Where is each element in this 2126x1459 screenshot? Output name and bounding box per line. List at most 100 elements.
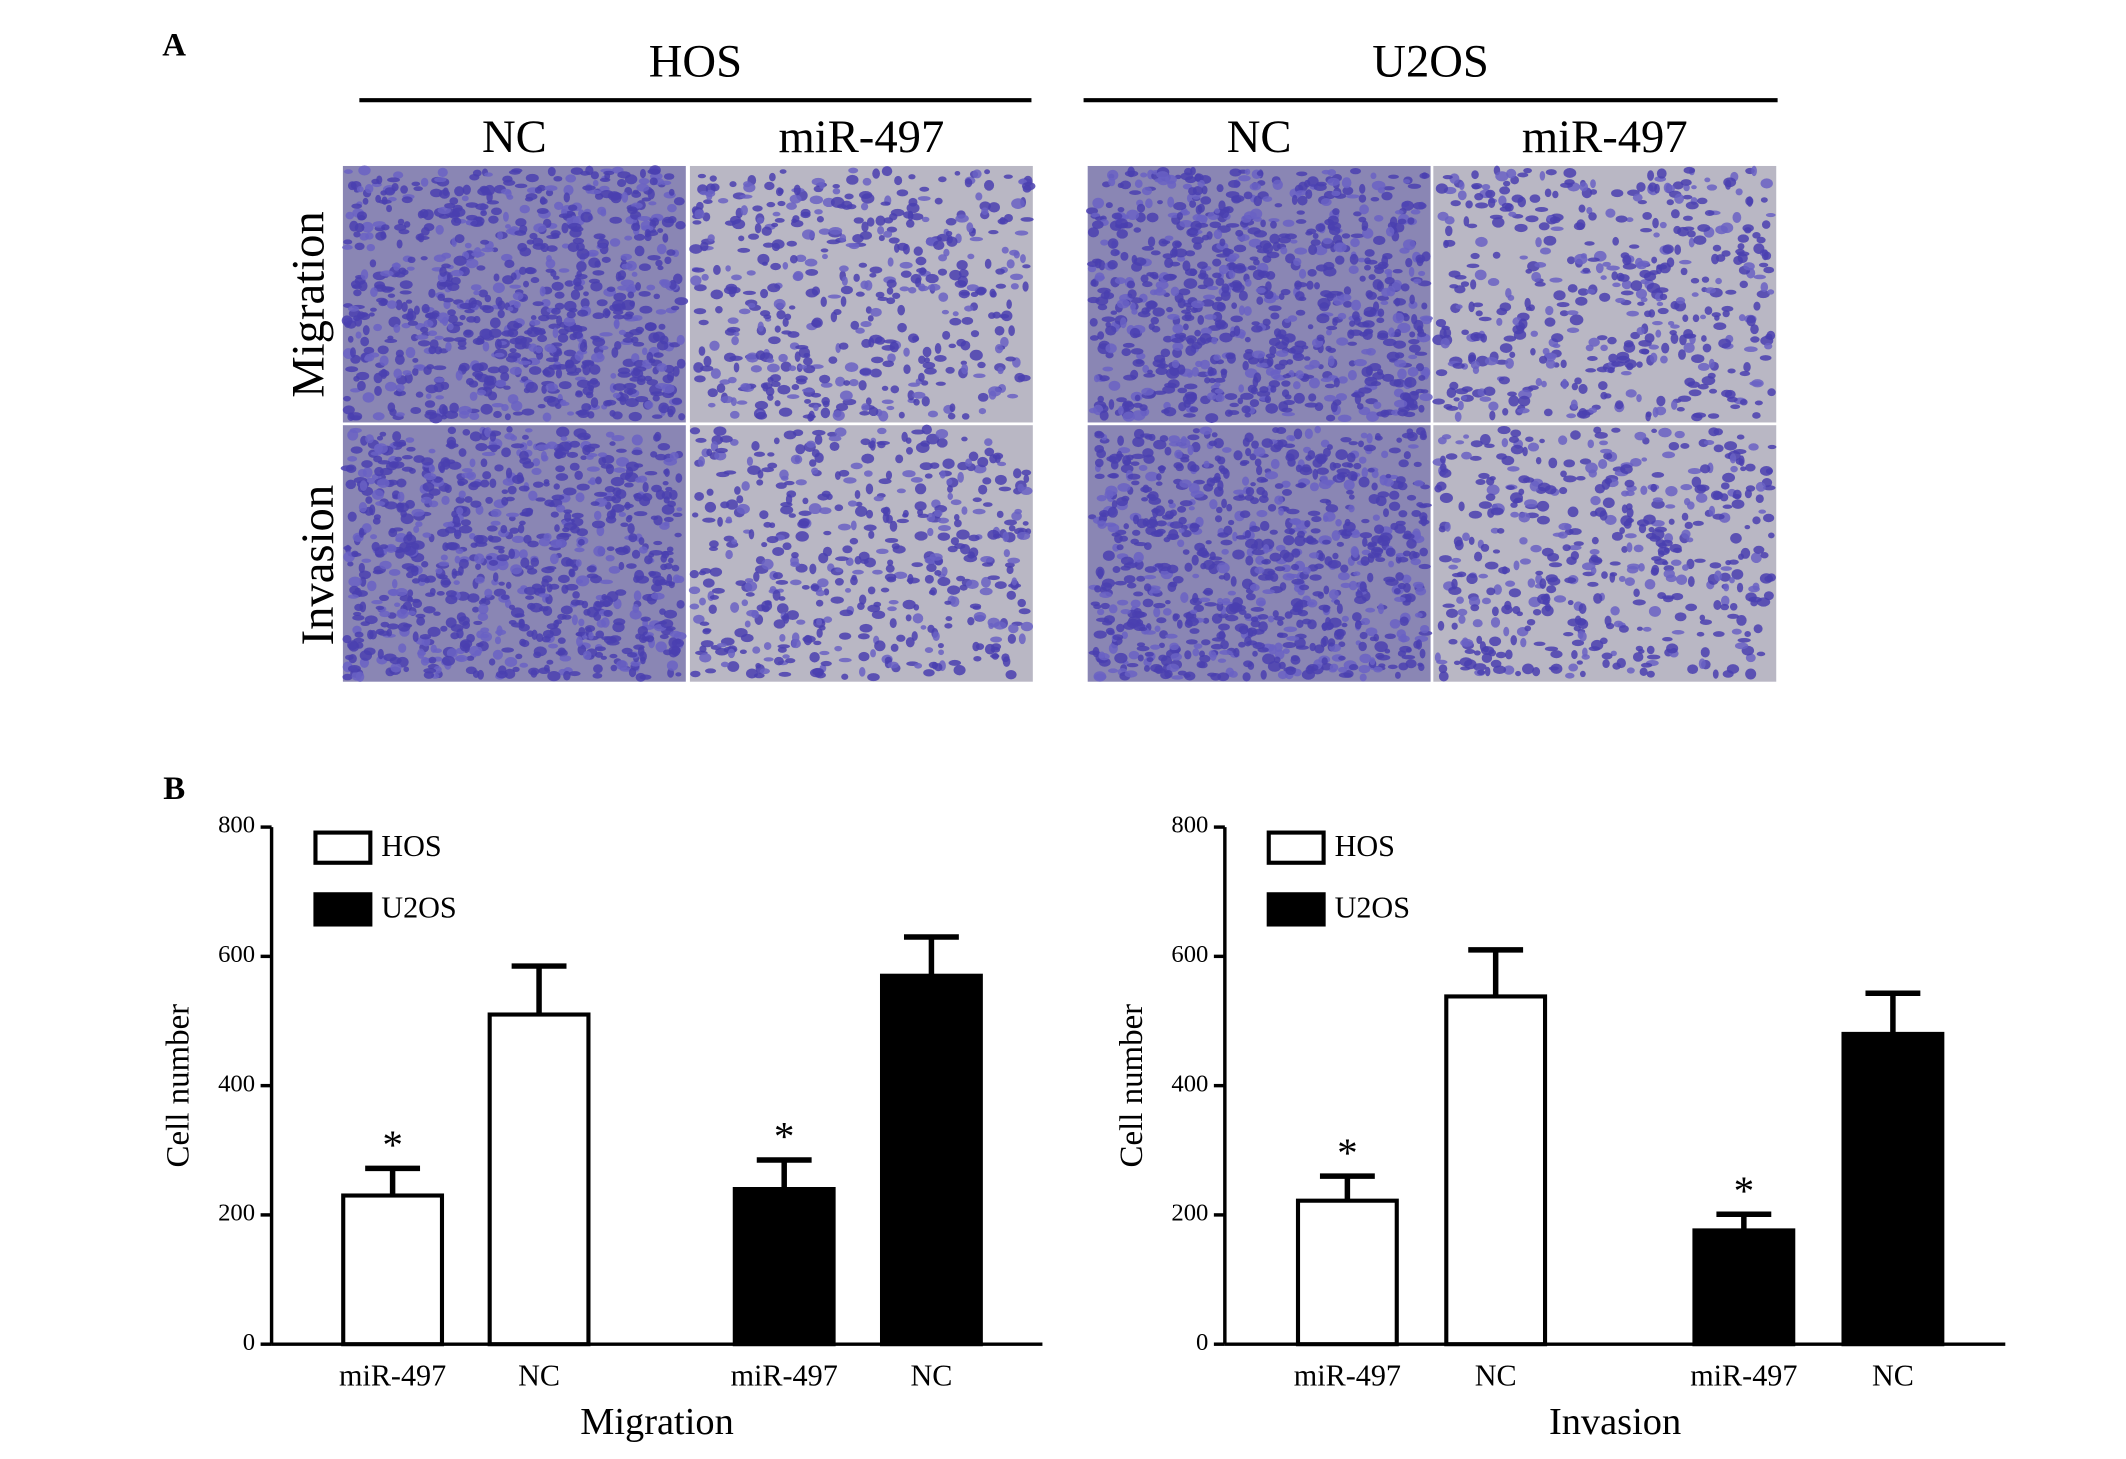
cell (549, 553, 559, 565)
cell (1353, 359, 1367, 367)
cell (844, 362, 859, 373)
cell (1167, 581, 1177, 592)
cell (441, 252, 452, 259)
cell (379, 431, 387, 437)
cell (704, 668, 717, 674)
cell (1176, 619, 1183, 629)
cell (1199, 650, 1205, 658)
cell (1692, 314, 1700, 323)
cell (1116, 229, 1128, 239)
cell (448, 211, 460, 219)
cell (1267, 615, 1275, 623)
cell (809, 195, 824, 205)
cell (407, 589, 414, 597)
cell (1725, 289, 1737, 295)
cell (1543, 235, 1557, 246)
cell (775, 580, 789, 585)
cell (592, 337, 606, 347)
cell (1245, 279, 1252, 287)
cell (1203, 277, 1214, 288)
cell (1153, 439, 1167, 450)
cell (1358, 664, 1371, 674)
cell (789, 254, 798, 264)
cell (973, 611, 987, 622)
cell (1107, 523, 1120, 533)
cell (1435, 318, 1447, 328)
cell (411, 540, 425, 550)
cell (1408, 344, 1421, 353)
cell (1749, 381, 1763, 386)
cell (1170, 286, 1180, 297)
cell (1177, 387, 1188, 394)
cell (550, 270, 557, 277)
cell (915, 256, 927, 266)
cell (1539, 170, 1546, 181)
cell (411, 565, 419, 577)
cell (1221, 283, 1230, 294)
cell (1141, 387, 1154, 396)
cell (699, 653, 712, 663)
cell (649, 165, 661, 175)
cell (1166, 367, 1180, 379)
cell (597, 242, 609, 249)
cell (501, 496, 509, 506)
cell (1264, 290, 1274, 300)
cell (1135, 359, 1144, 365)
cell (1295, 599, 1309, 608)
cell (1215, 277, 1225, 287)
cell (1099, 591, 1112, 598)
cell (589, 378, 599, 385)
cell (1101, 620, 1113, 626)
cell (580, 298, 590, 309)
cell (989, 454, 998, 464)
cell (1252, 642, 1265, 650)
cell (1322, 605, 1330, 613)
cell (438, 403, 448, 415)
cell (1329, 461, 1337, 471)
cell (1108, 380, 1121, 391)
cell (802, 388, 815, 393)
cell (731, 336, 739, 346)
cell (1158, 642, 1165, 649)
cell (1314, 402, 1324, 411)
cell (588, 631, 594, 640)
cell (370, 534, 378, 540)
cell (1407, 217, 1415, 225)
cell (1343, 286, 1352, 295)
cell (1122, 455, 1131, 466)
cell (1225, 614, 1239, 622)
cell (1108, 399, 1115, 410)
cell (867, 586, 876, 595)
cell (866, 509, 874, 519)
cell (610, 476, 625, 487)
cell (1301, 464, 1312, 473)
cell (627, 291, 635, 299)
cell (547, 166, 556, 177)
cell (1318, 552, 1326, 562)
cell (619, 396, 627, 406)
cell (691, 267, 705, 273)
cell (1093, 374, 1100, 383)
cell (1281, 380, 1291, 387)
cell (353, 637, 365, 643)
cell (850, 320, 860, 330)
cell (981, 207, 989, 215)
cell (539, 286, 546, 297)
cell (791, 638, 801, 649)
cell (1116, 450, 1123, 462)
cell (1274, 483, 1284, 489)
cell (953, 514, 960, 521)
cell (505, 355, 518, 363)
cell (1206, 392, 1217, 401)
cell (1721, 250, 1731, 257)
cell (881, 166, 893, 177)
cell (928, 589, 936, 595)
cell (1001, 246, 1009, 254)
cell (780, 505, 794, 515)
cell (433, 611, 441, 616)
cell (438, 574, 448, 580)
cell (935, 381, 946, 386)
cell (371, 489, 384, 500)
cell (1315, 223, 1326, 232)
cell (1223, 525, 1233, 536)
